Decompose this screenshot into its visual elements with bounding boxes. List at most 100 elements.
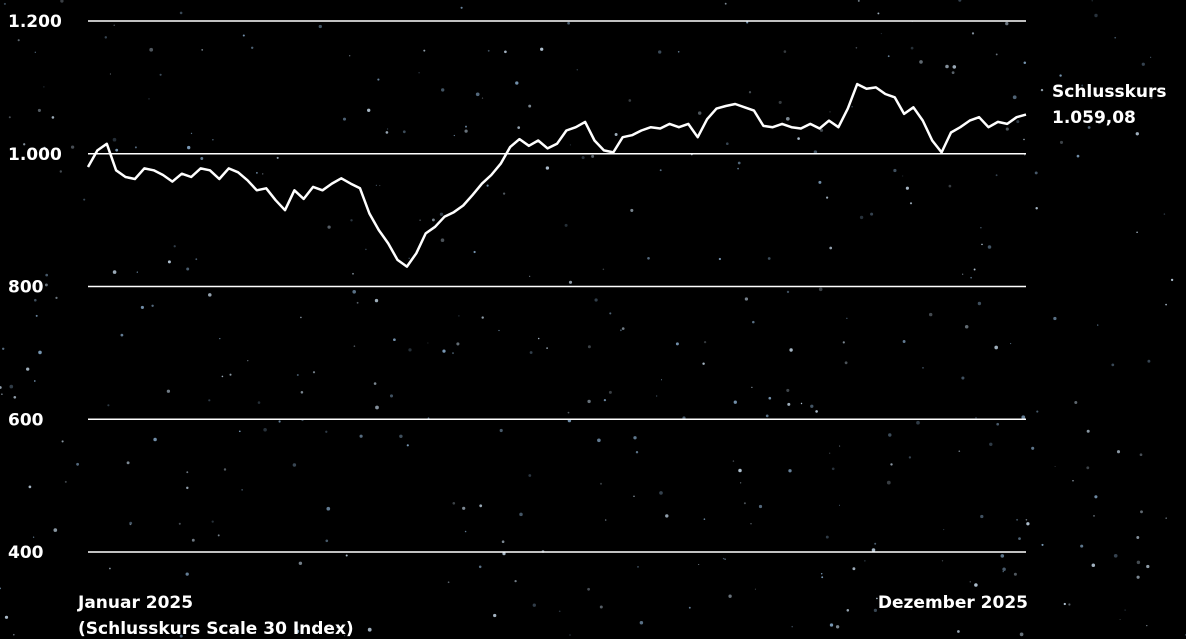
star-dot [537, 337, 540, 340]
star-dot [977, 301, 982, 306]
star-dot [628, 99, 632, 102]
star-dot [995, 53, 998, 56]
star-dot [419, 219, 421, 221]
star-dot [473, 250, 476, 254]
star-dot [278, 420, 281, 423]
star-dot [810, 404, 814, 408]
star-dot [785, 116, 790, 121]
star-dot [970, 276, 972, 279]
star-dot [1150, 56, 1152, 58]
star-dot [702, 362, 705, 365]
x-start-sublabel: (Schlusskurs Scale 30 Index) [78, 619, 354, 639]
star-dot [352, 290, 357, 294]
star-dot [635, 450, 639, 454]
star-dot [546, 347, 548, 349]
star-dot [418, 72, 420, 74]
star-dot [247, 360, 249, 362]
star-dot [53, 528, 58, 532]
star-dot [257, 401, 261, 404]
star-dot [208, 399, 211, 402]
star-dot [1119, 618, 1121, 621]
star-dot [2, 347, 5, 350]
star-dot [787, 402, 791, 406]
star-dot [109, 73, 111, 75]
star-dot [1000, 554, 1005, 558]
star-dot [943, 529, 945, 531]
star-dot [326, 506, 331, 511]
star-dot [217, 534, 220, 537]
star-dot [40, 424, 42, 426]
star-dot [126, 461, 130, 465]
star-dot [718, 257, 722, 261]
star-dot [831, 467, 835, 471]
star-dot [1136, 575, 1140, 579]
star-dot [961, 376, 965, 380]
star-dot [0, 587, 1, 590]
star-dot [517, 126, 521, 129]
star-dot [13, 395, 17, 399]
star-dot [637, 566, 639, 568]
star-dot [9, 384, 14, 389]
star-dot [821, 576, 824, 579]
star-dot [442, 349, 446, 353]
star-dot [893, 168, 897, 173]
end-value-label: 1.059,08 [1052, 108, 1136, 128]
star-dot [958, 450, 961, 453]
star-dot [1036, 410, 1039, 413]
star-dot [487, 49, 490, 52]
star-dot [1163, 213, 1166, 215]
star-dot [179, 11, 183, 15]
star-dot [478, 565, 482, 569]
star-dot [356, 301, 359, 304]
star-dot [647, 256, 650, 260]
star-dot [740, 482, 742, 484]
star-dot [1041, 543, 1044, 546]
star-dot [38, 350, 42, 355]
star-dot [23, 143, 26, 146]
star-dot [604, 519, 607, 521]
star-dot [800, 402, 803, 405]
star-dot [44, 283, 48, 287]
star-dot [826, 196, 829, 199]
star-dot [569, 634, 571, 636]
star-dot [602, 268, 605, 271]
star-dot [51, 116, 55, 119]
star-dot [724, 558, 726, 560]
star-dot [1016, 120, 1020, 124]
star-dot [452, 352, 454, 355]
star-dot [393, 338, 396, 342]
star-dot [738, 468, 742, 473]
star-dot [732, 460, 735, 462]
star-dot [545, 166, 550, 170]
star-dot [887, 55, 890, 58]
star-dot [1141, 62, 1145, 66]
star-dot [453, 134, 455, 137]
star-dot [698, 563, 700, 566]
star-dot [587, 345, 591, 349]
star-dot [296, 374, 299, 376]
star-dot [373, 382, 377, 385]
star-dot [112, 270, 117, 274]
star-dot [1091, 0, 1093, 2]
star-dot [737, 167, 739, 170]
star-dot [1094, 13, 1098, 18]
star-dot [852, 567, 856, 571]
star-dot [857, 0, 860, 2]
star-dot [1140, 510, 1143, 514]
star-dot [423, 49, 426, 52]
star-dot [778, 100, 782, 104]
star-dot [462, 506, 466, 510]
star-dot [658, 50, 662, 54]
star-dot [870, 212, 874, 216]
star-dot [186, 486, 189, 490]
star-dot [43, 146, 46, 150]
star-dot [1116, 450, 1121, 454]
star-dot [173, 245, 176, 248]
star-dot [1063, 602, 1066, 606]
y-axis-ticks: 1.200 1.000 800 600 400 [8, 12, 62, 563]
star-dot [902, 175, 904, 177]
star-dot [818, 287, 823, 292]
star-dot [460, 6, 463, 9]
star-dot [1002, 567, 1006, 572]
star-dot [633, 436, 637, 440]
